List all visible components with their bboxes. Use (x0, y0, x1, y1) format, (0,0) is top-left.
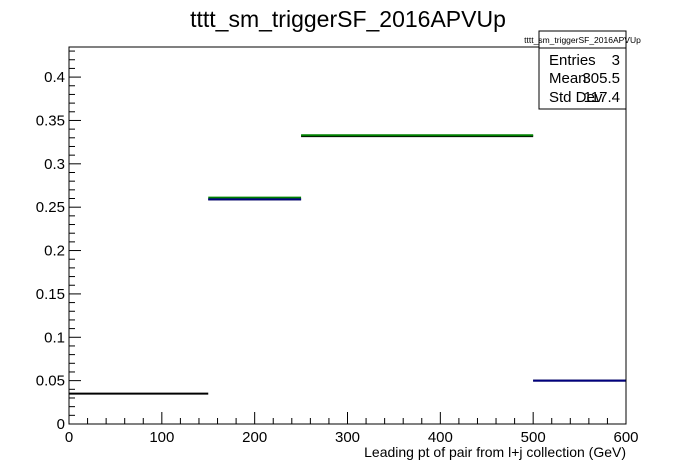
y-tick-label: 0.3 (44, 156, 65, 173)
stats-mean-value: 305.5 (582, 70, 620, 87)
y-tick-label: 0.15 (36, 286, 65, 303)
x-tick-label: 200 (242, 429, 267, 446)
stats-stddev-value: 117.4 (584, 89, 620, 106)
x-tick-label: 400 (428, 429, 453, 446)
stats-box-title: tttt_sm_triggerSF_2016APVUp (524, 35, 641, 45)
y-tick-label: 0.35 (36, 112, 65, 129)
stats-box: tttt_sm_triggerSF_2016APVUp Entries 3 Me… (524, 30, 641, 110)
y-tick-label: 0.4 (44, 69, 65, 86)
y-tick-label: 0.25 (36, 199, 65, 216)
stats-mean-label: Mean (549, 70, 587, 87)
y-tick-label: 0.05 (36, 373, 65, 390)
x-tick-label: 600 (613, 429, 638, 446)
stats-box-frame (538, 30, 627, 110)
stats-entries-label: Entries (549, 52, 596, 69)
y-tick-label: 0 (57, 416, 65, 433)
stats-entries-value: 3 (612, 52, 620, 69)
x-tick-label: 300 (335, 429, 360, 446)
x-tick-label: 0 (65, 429, 73, 446)
y-axis: 0 0.05 0.1 0.15 0.2 0.25 0.3 0.35 0.4 (36, 50, 81, 433)
stats-stddev-label: Std Dev (549, 89, 603, 106)
x-axis: 0 100 200 300 400 500 600 (65, 412, 639, 446)
x-tick-label: 100 (149, 429, 174, 446)
chart-title: tttt_sm_triggerSF_2016APVUp (190, 6, 506, 32)
x-tick-label: 500 (521, 429, 546, 446)
histogram-bars (69, 134, 626, 395)
y-tick-label: 0.1 (44, 329, 65, 346)
y-tick-label: 0.2 (44, 243, 65, 260)
x-axis-label: Leading pt of pair from l+j collection (… (364, 444, 626, 460)
